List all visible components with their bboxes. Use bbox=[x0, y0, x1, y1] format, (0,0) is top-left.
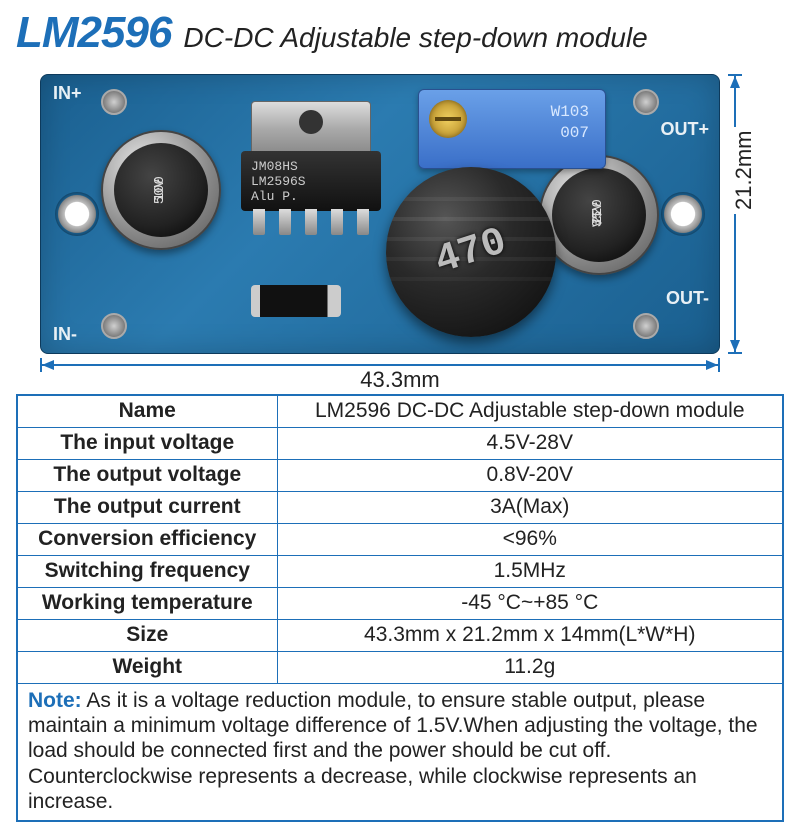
dimension-height-label: 21.2mm bbox=[731, 127, 757, 214]
spec-label: Conversion efficiency bbox=[17, 524, 277, 556]
silkscreen-in-minus: IN- bbox=[53, 324, 77, 345]
spec-value: -45 °C~+85 °C bbox=[277, 588, 783, 620]
spec-label: Working temperature bbox=[17, 588, 277, 620]
mounting-hole bbox=[55, 192, 99, 236]
solder-pad bbox=[633, 89, 659, 115]
spec-table-body: NameLM2596 DC-DC Adjustable step-down mo… bbox=[17, 395, 783, 821]
dimension-width-line bbox=[40, 364, 720, 366]
note-cell: Note: As it is a voltage reduction modul… bbox=[17, 684, 783, 821]
regulator-ic: JM08HS LM2596S Alu P. bbox=[241, 101, 381, 231]
cap-out-val3: VT bbox=[591, 210, 606, 227]
dimension-height-line bbox=[734, 74, 736, 354]
ic-pins bbox=[253, 209, 369, 235]
spec-value: 3A(Max) bbox=[277, 492, 783, 524]
solder-pad bbox=[101, 313, 127, 339]
pot-marking: W103 007 bbox=[551, 102, 589, 144]
table-row: Weight11.2g bbox=[17, 652, 783, 684]
spec-value: 43.3mm x 21.2mm x 14mm(L*W*H) bbox=[277, 620, 783, 652]
model-number: LM2596 bbox=[16, 8, 171, 58]
table-row: Conversion efficiency<96% bbox=[17, 524, 783, 556]
diode bbox=[251, 285, 341, 317]
solder-pad bbox=[633, 313, 659, 339]
table-row: The input voltage4.5V-28V bbox=[17, 428, 783, 460]
ic-marking-2: LM2596S bbox=[251, 174, 371, 189]
spec-label: Name bbox=[17, 395, 277, 428]
subtitle: DC-DC Adjustable step-down module bbox=[183, 22, 647, 54]
spec-label: The output current bbox=[17, 492, 277, 524]
pcb-figure: IN+ IN- OUT+ OUT- 100 50V 220 35V VT bbox=[0, 64, 800, 394]
spec-value: 0.8V-20V bbox=[277, 460, 783, 492]
mounting-hole bbox=[661, 192, 705, 236]
silkscreen-in-plus: IN+ bbox=[53, 83, 82, 104]
silkscreen-out-plus: OUT+ bbox=[660, 119, 709, 140]
note-label: Note: bbox=[28, 689, 82, 712]
spec-label: Weight bbox=[17, 652, 277, 684]
table-row: The output voltage0.8V-20V bbox=[17, 460, 783, 492]
spec-value: 1.5MHz bbox=[277, 556, 783, 588]
spec-label: The output voltage bbox=[17, 460, 277, 492]
title-bar: LM2596 DC-DC Adjustable step-down module bbox=[0, 0, 800, 64]
spec-value: LM2596 DC-DC Adjustable step-down module bbox=[277, 395, 783, 428]
inductor: 470 bbox=[386, 167, 556, 337]
table-row: Switching frequency1.5MHz bbox=[17, 556, 783, 588]
spec-label: Switching frequency bbox=[17, 556, 277, 588]
spec-table: NameLM2596 DC-DC Adjustable step-down mo… bbox=[16, 394, 784, 822]
inductor-marking: 470 bbox=[430, 219, 512, 284]
pot-adjust-screw-icon bbox=[429, 100, 467, 138]
spec-value: <96% bbox=[277, 524, 783, 556]
ic-marking-3: Alu P. bbox=[251, 189, 371, 204]
table-row: Working temperature-45 °C~+85 °C bbox=[17, 588, 783, 620]
ic-marking-1: JM08HS bbox=[251, 159, 371, 174]
table-row: The output current3A(Max) bbox=[17, 492, 783, 524]
spec-label: Size bbox=[17, 620, 277, 652]
pcb-board: IN+ IN- OUT+ OUT- 100 50V 220 35V VT bbox=[40, 74, 720, 354]
ic-heatsink-tab bbox=[251, 101, 371, 156]
table-row: NameLM2596 DC-DC Adjustable step-down mo… bbox=[17, 395, 783, 428]
solder-pad bbox=[101, 89, 127, 115]
spec-label: The input voltage bbox=[17, 428, 277, 460]
silkscreen-out-minus: OUT- bbox=[666, 288, 709, 309]
table-row-note: Note: As it is a voltage reduction modul… bbox=[17, 684, 783, 821]
trim-potentiometer: W103 007 bbox=[418, 89, 606, 169]
dimension-width-label: 43.3mm bbox=[356, 367, 443, 393]
spec-value: 4.5V-28V bbox=[277, 428, 783, 460]
table-row: Size43.3mm x 21.2mm x 14mm(L*W*H) bbox=[17, 620, 783, 652]
note-text: As it is a voltage reduction module, to … bbox=[28, 689, 758, 813]
cap-in-val2: 50V bbox=[153, 179, 168, 204]
spec-value: 11.2g bbox=[277, 652, 783, 684]
output-capacitor: 220 35V VT bbox=[539, 155, 659, 275]
input-capacitor: 100 50V bbox=[101, 130, 221, 250]
ic-body: JM08HS LM2596S Alu P. bbox=[241, 151, 381, 211]
